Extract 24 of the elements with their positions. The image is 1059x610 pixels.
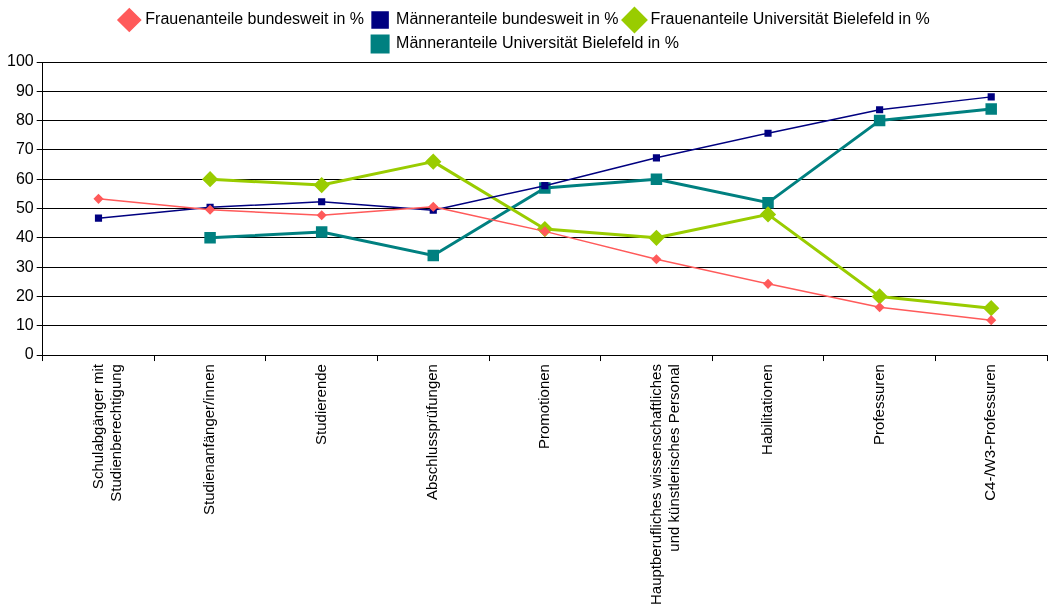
y-tick-label: 90: [15, 81, 34, 99]
y-tick-label: 30: [15, 257, 34, 275]
legend-label: Männeranteile bundesweit in %: [396, 10, 619, 28]
legend-label: Frauenanteile bundesweit in %: [145, 10, 365, 28]
y-tick-label: 60: [15, 169, 34, 187]
legend-label: Männeranteile Universität Bielefeld in %: [396, 34, 679, 52]
y-tick-label: 20: [15, 286, 34, 304]
y-tick-label: 0: [24, 345, 34, 363]
x-tick-label: Habilitationen: [758, 364, 776, 455]
y-tick-label: 10: [15, 316, 34, 334]
x-tick-label: Professuren: [869, 364, 887, 445]
x-tick-label: Schulabgänger mit Studienberechtigung: [88, 363, 124, 502]
y-tick-label: 40: [15, 228, 34, 246]
x-tick-label: Promotionen: [534, 364, 552, 450]
y-tick-label: 100: [6, 52, 34, 70]
legend-label: Frauenanteile Universität Bielefeld in %: [650, 10, 930, 28]
x-tick-label: Studienanfänger/innen: [200, 364, 218, 516]
y-tick-label: 70: [15, 140, 34, 158]
x-tick-label: C4-/W3-Professuren: [981, 364, 999, 501]
y-tick-label: 80: [15, 111, 34, 129]
y-tick-label: 50: [15, 198, 34, 216]
x-tick-label: Studierende: [311, 364, 329, 445]
x-tick-label: Hauptberufliches wissenschaftliches und künstlerisches Personal: [646, 364, 682, 605]
x-tick-label: Abschlussprüfungen: [423, 364, 441, 500]
